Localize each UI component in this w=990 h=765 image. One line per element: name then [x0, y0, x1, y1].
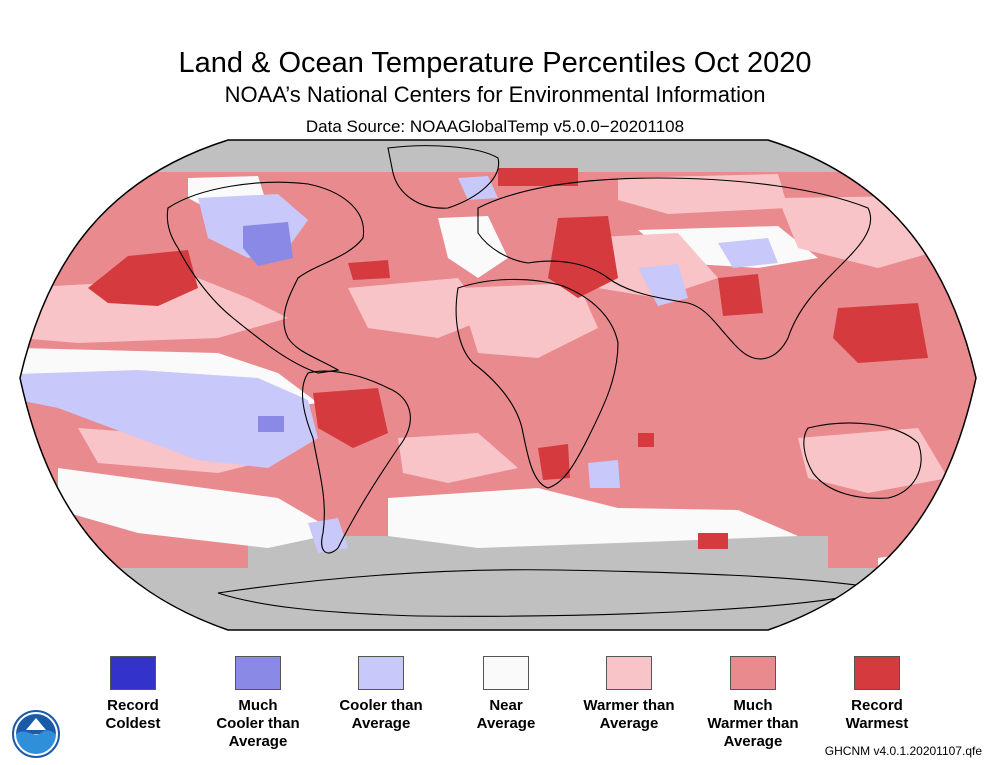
legend-swatch	[358, 656, 404, 690]
near-average-north-atlantic	[438, 216, 508, 278]
legend-label: Record Warmest	[845, 697, 909, 732]
record-warm-south-america	[313, 388, 388, 448]
legend-item-much-warmer: Much Warmer than Average	[688, 656, 818, 751]
north-america-outline	[166, 181, 365, 374]
record-warm-north-pacific	[88, 250, 198, 306]
near-average-southern-atlantic-indian	[388, 488, 798, 548]
noaa-logo-graphic	[12, 710, 60, 758]
south-america-outline	[302, 370, 411, 554]
data-source: Data Source: NOAAGlobalTemp v5.0.0−20201…	[305, 117, 685, 136]
legend-item-cooler: Cooler than Average	[316, 656, 446, 733]
legend-item-warmer: Warmer than Average	[564, 656, 694, 733]
map-subtitle: NOAA’s National Centers for Environmenta…	[224, 82, 766, 107]
legend-label: Near Average	[476, 697, 536, 732]
near-average-south-pacific	[58, 468, 338, 548]
legend-item-near-average: Near Average	[441, 656, 571, 733]
noaa-logo-icon	[12, 710, 60, 758]
cooler-central-asia	[638, 264, 688, 306]
record-warm-gulf-stream	[348, 260, 390, 280]
globe-border	[19, 139, 977, 631]
map-svg	[19, 139, 977, 631]
legend-swatch	[110, 656, 156, 690]
record-warm-south-africa	[538, 444, 570, 480]
legend-label: Much Warmer than Average	[707, 697, 799, 750]
legend-item-record-coldest: Record Coldest	[68, 656, 198, 733]
warmer-north-pacific	[20, 278, 288, 343]
record-warm-south-indian	[698, 533, 728, 549]
cooler-south-america-tip	[308, 518, 348, 553]
map-title: Land & Ocean Temperature Percentiles Oct…	[178, 47, 812, 79]
legend-swatch	[730, 656, 776, 690]
legend-item-record-warmest: Record Warmest	[812, 656, 942, 733]
cooler-la-nina-pacific	[20, 370, 318, 468]
record-warm-barents	[498, 168, 578, 186]
greenland-outline	[387, 145, 500, 209]
legend-swatch	[606, 656, 652, 690]
africa-outline	[455, 278, 619, 489]
record-warm-west-pacific	[833, 303, 928, 363]
much-cooler-north-america	[243, 222, 293, 266]
footer-note: GHCNM v4.0.1.20201107.qfe	[824, 744, 982, 758]
record-warm-east-europe	[548, 216, 618, 298]
legend: Record Coldest Much Cooler than Average …	[0, 656, 990, 756]
legend-label: Record Coldest	[105, 697, 161, 732]
cooler-madagascar-east	[588, 460, 620, 488]
cooler-mongolia	[718, 238, 778, 268]
warmer-north-atlantic	[348, 278, 488, 338]
legend-swatch	[854, 656, 900, 690]
warmer-tasman-sea	[798, 428, 948, 493]
legend-label: Much Cooler than Average	[216, 697, 300, 750]
legend-swatch	[235, 656, 281, 690]
anomaly-field	[20, 140, 976, 630]
australia-outline	[803, 422, 922, 499]
legend-label: Cooler than Average	[339, 697, 423, 732]
legend-item-much-cooler: Much Cooler than Average	[193, 656, 323, 751]
record-warm-indian-ocean	[638, 433, 654, 447]
cooler-greenland-east	[458, 176, 498, 200]
legend-swatch	[483, 656, 529, 690]
world-percentile-map	[18, 138, 978, 632]
legend-label: Warmer than Average	[583, 697, 675, 732]
record-warm-india	[718, 274, 763, 316]
warmer-arctic-russia	[618, 174, 788, 214]
much-cooler-east-pacific	[258, 416, 284, 432]
coastlines	[166, 145, 922, 617]
eurasia-outline	[477, 177, 872, 360]
warmer-south-atlantic	[398, 433, 518, 483]
warmer-north-africa	[458, 283, 598, 358]
